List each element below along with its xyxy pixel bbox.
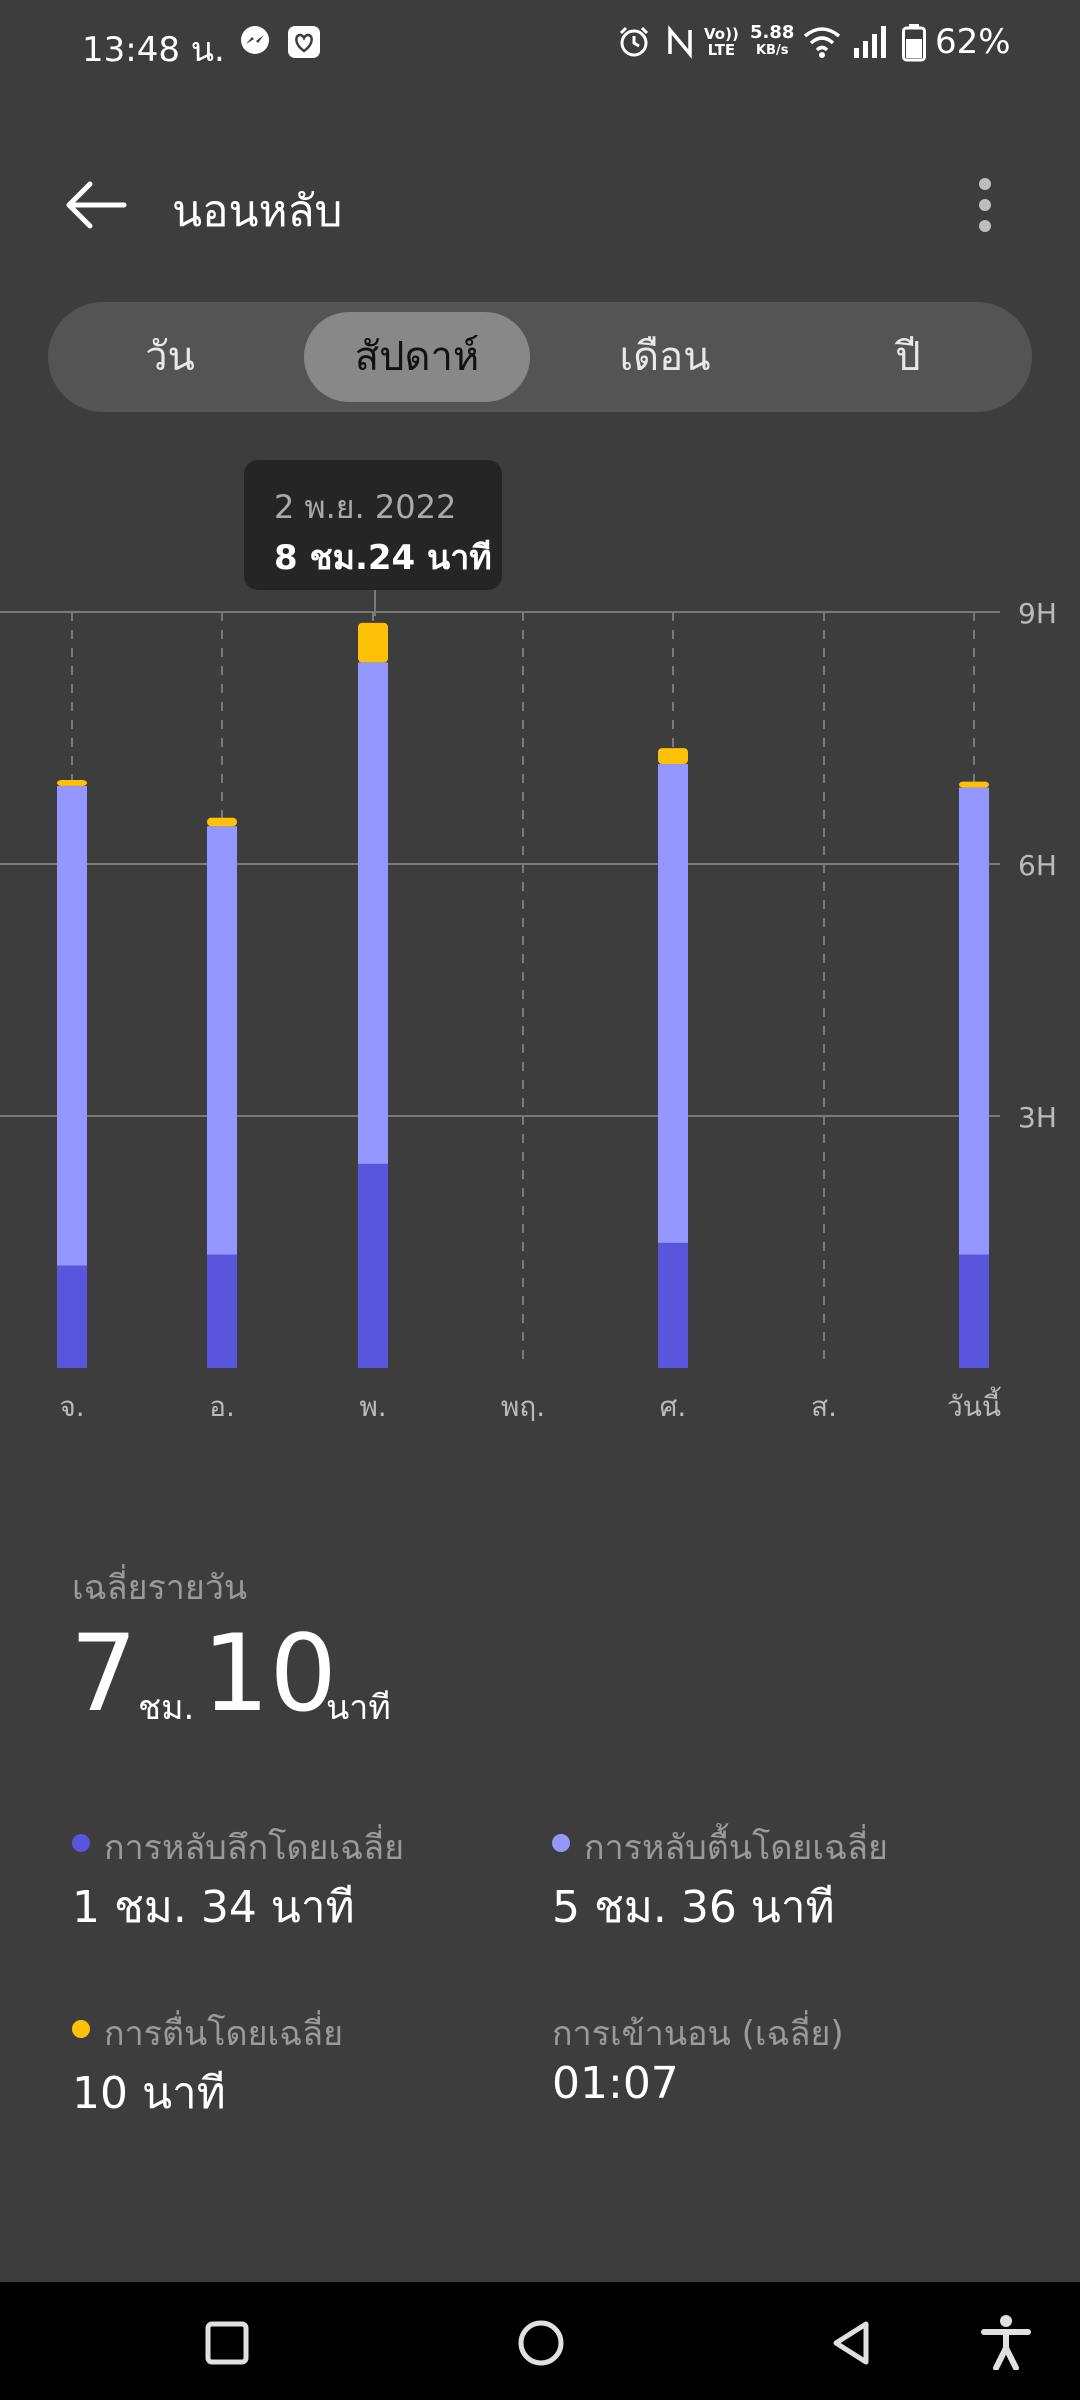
page-title: นอนหลับ: [172, 186, 343, 237]
x-tick-label: อ.: [209, 1390, 235, 1423]
bar-awake-2: [358, 622, 388, 663]
bar-light-2: [358, 662, 388, 1164]
y-tick-label: 6H: [1018, 849, 1057, 882]
network-speed: 5.88 KB/s: [750, 22, 795, 59]
bar-deep-1: [207, 1254, 237, 1368]
daily-average-hours: 7: [70, 1612, 138, 1735]
bar-light-4: [658, 764, 688, 1243]
deep-sleep-value: 1 ชม. 34 นาที: [72, 1882, 355, 1933]
more-options-icon[interactable]: [950, 170, 1020, 240]
system-navigation-bar: [0, 2282, 1080, 2400]
messenger-icon: [241, 26, 269, 54]
x-tick-label: ศ.: [660, 1390, 687, 1423]
status-time: 13:48 น.: [82, 30, 225, 70]
bar-deep-6: [959, 1254, 989, 1368]
bar-awake-4: [658, 748, 688, 765]
x-tick-label: ส.: [811, 1390, 837, 1423]
awake-dot: [72, 2020, 90, 2038]
daily-average-hours-unit: ชม.: [138, 1688, 195, 1728]
nfc-icon: [668, 25, 692, 59]
accessibility-icon[interactable]: [980, 2314, 1032, 2370]
bar-deep-0: [57, 1265, 87, 1368]
health-app-icon: [288, 26, 320, 58]
awake-value: 10 นาที: [72, 2068, 226, 2119]
x-tick-label: วันนี้: [947, 1386, 1001, 1423]
y-tick-label: 3H: [1018, 1101, 1057, 1134]
x-tick-label: พ.: [359, 1390, 386, 1423]
light-sleep-label: การหลับตื้นโดยเฉลี่ย: [584, 1828, 888, 1868]
tooltip-value: 8 ชม.24 นาที: [274, 538, 492, 578]
tab-month[interactable]: เดือน: [619, 334, 711, 380]
tooltip-date: 2 พ.ย. 2022: [274, 488, 457, 526]
home-icon[interactable]: [516, 2318, 566, 2368]
bar-awake-6: [959, 781, 989, 788]
bar-light-0: [57, 785, 87, 1266]
battery-icon: [902, 24, 926, 62]
recents-icon[interactable]: [204, 2320, 250, 2366]
daily-average-label: เฉลี่ยรายวัน: [72, 1568, 248, 1608]
back-arrow-icon[interactable]: [60, 170, 130, 240]
chart-tooltip: [244, 460, 502, 590]
awake-label: การตื่นโดยเฉลี่ย: [104, 2014, 344, 2054]
sleep-bar-chart: 3H 6H 9H จ. อ. พ. พฤ. ศ. ส. วันนี้: [0, 590, 1057, 1423]
volte-indicator: Vo)) LTE: [704, 25, 739, 59]
daily-average-minutes-unit: นาที: [326, 1688, 391, 1728]
bar-light-1: [207, 826, 237, 1255]
bar-awake-1: [207, 817, 237, 827]
bedtime-value: 01:07: [552, 2058, 679, 2109]
period-tab-bar: [48, 302, 1032, 412]
bar-light-6: [959, 787, 989, 1255]
wifi-icon: [803, 27, 841, 58]
back-nav-icon[interactable]: [826, 2318, 876, 2368]
tab-week[interactable]: สัปดาห์: [304, 312, 530, 402]
tab-year[interactable]: ปี: [895, 334, 921, 380]
x-tick-label: พฤ.: [501, 1390, 545, 1423]
deep-sleep-label: การหลับลึกโดยเฉลี่ย: [104, 1828, 404, 1868]
light-sleep-value: 5 ชม. 36 นาที: [552, 1882, 835, 1933]
deep-sleep-dot: [72, 1834, 90, 1852]
tab-day[interactable]: วัน: [145, 334, 195, 380]
daily-average-minutes: 10: [202, 1612, 337, 1735]
alarm-icon: [619, 26, 649, 57]
signal-icon: [854, 26, 886, 58]
bar-deep-4: [658, 1242, 688, 1368]
bar-awake-0: [57, 780, 87, 786]
light-sleep-dot: [552, 1834, 570, 1852]
y-tick-label: 9H: [1018, 597, 1057, 630]
x-tick-label: จ.: [59, 1390, 84, 1423]
bedtime-label: การเข้านอน (เฉลี่ย): [552, 2014, 844, 2054]
bar-deep-2: [358, 1163, 388, 1368]
battery-percentage: 62%: [935, 22, 1011, 62]
